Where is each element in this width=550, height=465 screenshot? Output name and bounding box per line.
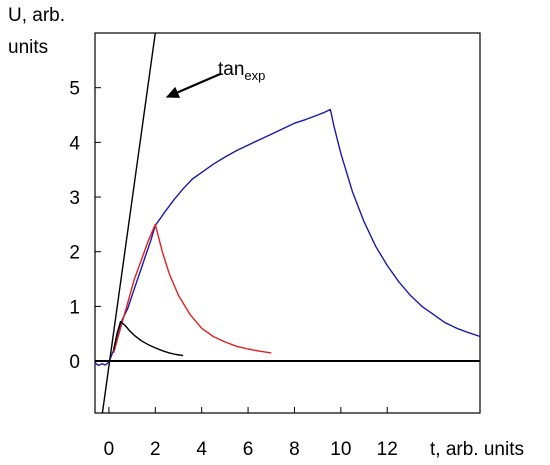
- series-layer: [94, 32, 481, 414]
- series-line-3: [112, 321, 184, 357]
- y-axis-label-line2: units: [8, 37, 48, 58]
- annotation-main: tan: [218, 59, 244, 80]
- svg-text:tanexp: tanexp: [218, 59, 265, 83]
- plot-frame: [94, 32, 481, 414]
- x-tick-label: 2: [150, 439, 161, 460]
- annotation-arrow-head: [165, 86, 181, 98]
- series-line-1: [94, 108, 481, 367]
- x-tick-label: 12: [377, 439, 398, 460]
- y-axis-label-line1: U, arb.: [8, 5, 65, 26]
- y-tick-label: 3: [69, 188, 80, 209]
- y-tick-label: 5: [69, 79, 80, 100]
- y-tick-label: 2: [69, 243, 80, 264]
- x-tick-label: 0: [104, 439, 115, 460]
- annotation-arrow: [177, 72, 221, 94]
- y-tick-label: 4: [69, 133, 80, 154]
- x-axis-label: t, arb. units: [430, 439, 524, 460]
- series-line-4: [101, 32, 156, 414]
- x-tick-label: 6: [243, 439, 254, 460]
- y-tick-label: 0: [69, 352, 80, 373]
- x-tick-label: 10: [330, 439, 351, 460]
- y-tick-label: 1: [69, 297, 80, 318]
- annotation-subscript: exp: [244, 68, 265, 83]
- x-tick-label: 4: [196, 439, 207, 460]
- annotation-tan-exp: tanexp: [165, 59, 265, 98]
- x-tick-label: 8: [289, 439, 300, 460]
- series-line-2: [112, 223, 272, 354]
